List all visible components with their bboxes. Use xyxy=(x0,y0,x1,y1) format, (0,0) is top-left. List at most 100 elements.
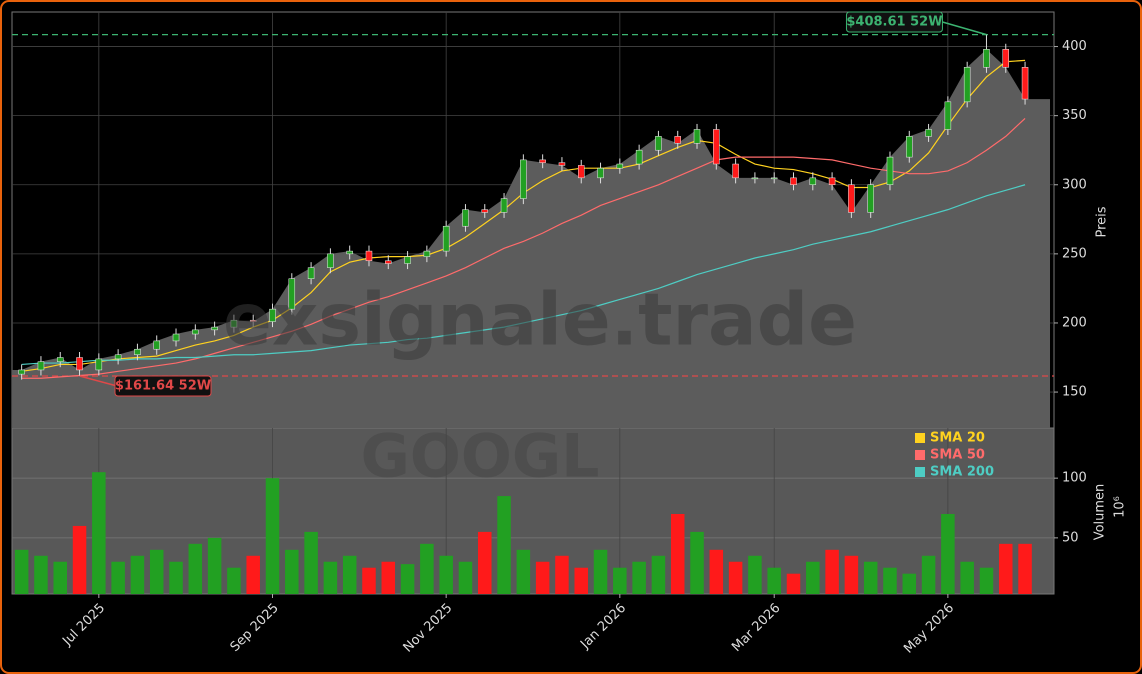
volume-scale-label: 10⁶ xyxy=(1113,496,1128,518)
volume-bar xyxy=(516,549,531,594)
candle-body xyxy=(365,250,373,262)
symbol-watermark: GOOGL xyxy=(361,422,600,492)
volume-bar xyxy=(767,567,781,594)
annotation-label: $408.61 52W xyxy=(846,15,942,30)
sma-line xyxy=(21,117,1026,379)
volume-bar xyxy=(34,555,48,594)
volume-bar xyxy=(709,549,724,594)
volume-bar xyxy=(863,561,878,594)
volume-bar xyxy=(670,513,685,594)
volume-bar xyxy=(169,561,183,594)
candle-body xyxy=(655,136,662,151)
watermark: exsignale.trade xyxy=(223,278,857,362)
y-tick-label: 150 xyxy=(1062,385,1087,400)
candle-body xyxy=(906,136,913,158)
candle-body xyxy=(114,354,122,360)
volume-bar xyxy=(265,478,280,594)
volume-bar xyxy=(72,525,87,594)
candle-body xyxy=(616,163,624,169)
sma-line xyxy=(21,184,1026,366)
candle-body xyxy=(693,129,701,144)
volume-bar xyxy=(941,513,955,594)
volume-bar xyxy=(130,555,145,594)
volume-bar xyxy=(960,561,974,594)
volume-bar xyxy=(555,555,569,594)
volume-bar xyxy=(420,543,434,594)
candle-body xyxy=(211,326,218,331)
volume-bar xyxy=(979,567,994,594)
annotation-label: $161.64 52W xyxy=(115,379,211,394)
volume-bar xyxy=(342,555,357,594)
volume-bar xyxy=(14,549,29,594)
candle-body xyxy=(983,49,990,68)
volume-bar xyxy=(478,531,492,594)
annotation-box xyxy=(114,375,212,397)
volume-bar xyxy=(304,531,318,594)
volume-bar xyxy=(806,561,820,594)
candle-body xyxy=(770,177,778,180)
legend-swatch xyxy=(915,450,925,460)
volume-bar xyxy=(902,573,917,594)
volume-bar xyxy=(188,543,203,594)
legend-label: SMA 20 xyxy=(930,431,985,446)
volume-bar xyxy=(728,561,743,594)
candle-body xyxy=(327,253,334,268)
volume-bar xyxy=(999,543,1013,594)
volume-bar xyxy=(497,496,511,594)
candle-body xyxy=(520,159,527,199)
candle-body xyxy=(828,177,836,186)
candle-body xyxy=(76,357,83,371)
candle-body xyxy=(288,278,296,310)
volume-bar xyxy=(786,573,801,594)
candle-body xyxy=(385,260,392,264)
candle-body xyxy=(597,167,604,179)
volume-bar xyxy=(458,561,473,594)
volume-bar xyxy=(574,567,588,594)
candle-body xyxy=(925,129,932,137)
volume-bar xyxy=(844,555,859,594)
y-axis-label: Preis xyxy=(1095,206,1110,237)
volume-bar xyxy=(748,555,762,594)
volume-bar xyxy=(323,561,338,594)
volume-bar xyxy=(92,472,106,594)
volume-bar xyxy=(111,561,125,594)
candle-body xyxy=(18,369,25,375)
annotation-box xyxy=(845,11,943,33)
candle-body xyxy=(462,209,469,227)
candle-body xyxy=(674,136,681,144)
candle-body xyxy=(500,198,508,213)
candle-body xyxy=(963,67,971,103)
candle-body xyxy=(713,129,720,165)
candle-body xyxy=(944,101,952,130)
candle-body xyxy=(790,177,797,186)
y-tick-label: 200 xyxy=(1062,315,1087,330)
candle-body xyxy=(732,163,739,179)
candle-body xyxy=(635,149,643,165)
candle-body xyxy=(134,348,141,356)
volume-bar xyxy=(883,567,897,594)
volume-bar xyxy=(439,555,453,594)
annotation-arrow xyxy=(79,375,118,387)
candle-body xyxy=(886,156,894,186)
y-tick-label: 250 xyxy=(1062,246,1087,261)
candle-body xyxy=(558,162,566,166)
y-tick-label: 400 xyxy=(1062,39,1087,54)
volume-bar xyxy=(921,555,936,594)
candle-body xyxy=(481,209,489,213)
volume-bar xyxy=(362,567,376,594)
volume-tick-label: 50 xyxy=(1062,530,1079,545)
volume-axis-label: Volumen xyxy=(1093,484,1108,541)
legend-label: SMA 200 xyxy=(930,465,994,480)
candle-body xyxy=(809,177,817,186)
y-tick-label: 350 xyxy=(1062,108,1087,123)
candle-body xyxy=(751,177,759,180)
volume-bar xyxy=(613,567,627,594)
candle-body xyxy=(577,165,585,179)
candle-body xyxy=(37,361,45,371)
volume-bar xyxy=(381,561,396,594)
volume-bar xyxy=(400,564,415,594)
volume-bar xyxy=(690,531,704,594)
candle-body xyxy=(848,184,855,213)
candle-body xyxy=(307,267,315,279)
